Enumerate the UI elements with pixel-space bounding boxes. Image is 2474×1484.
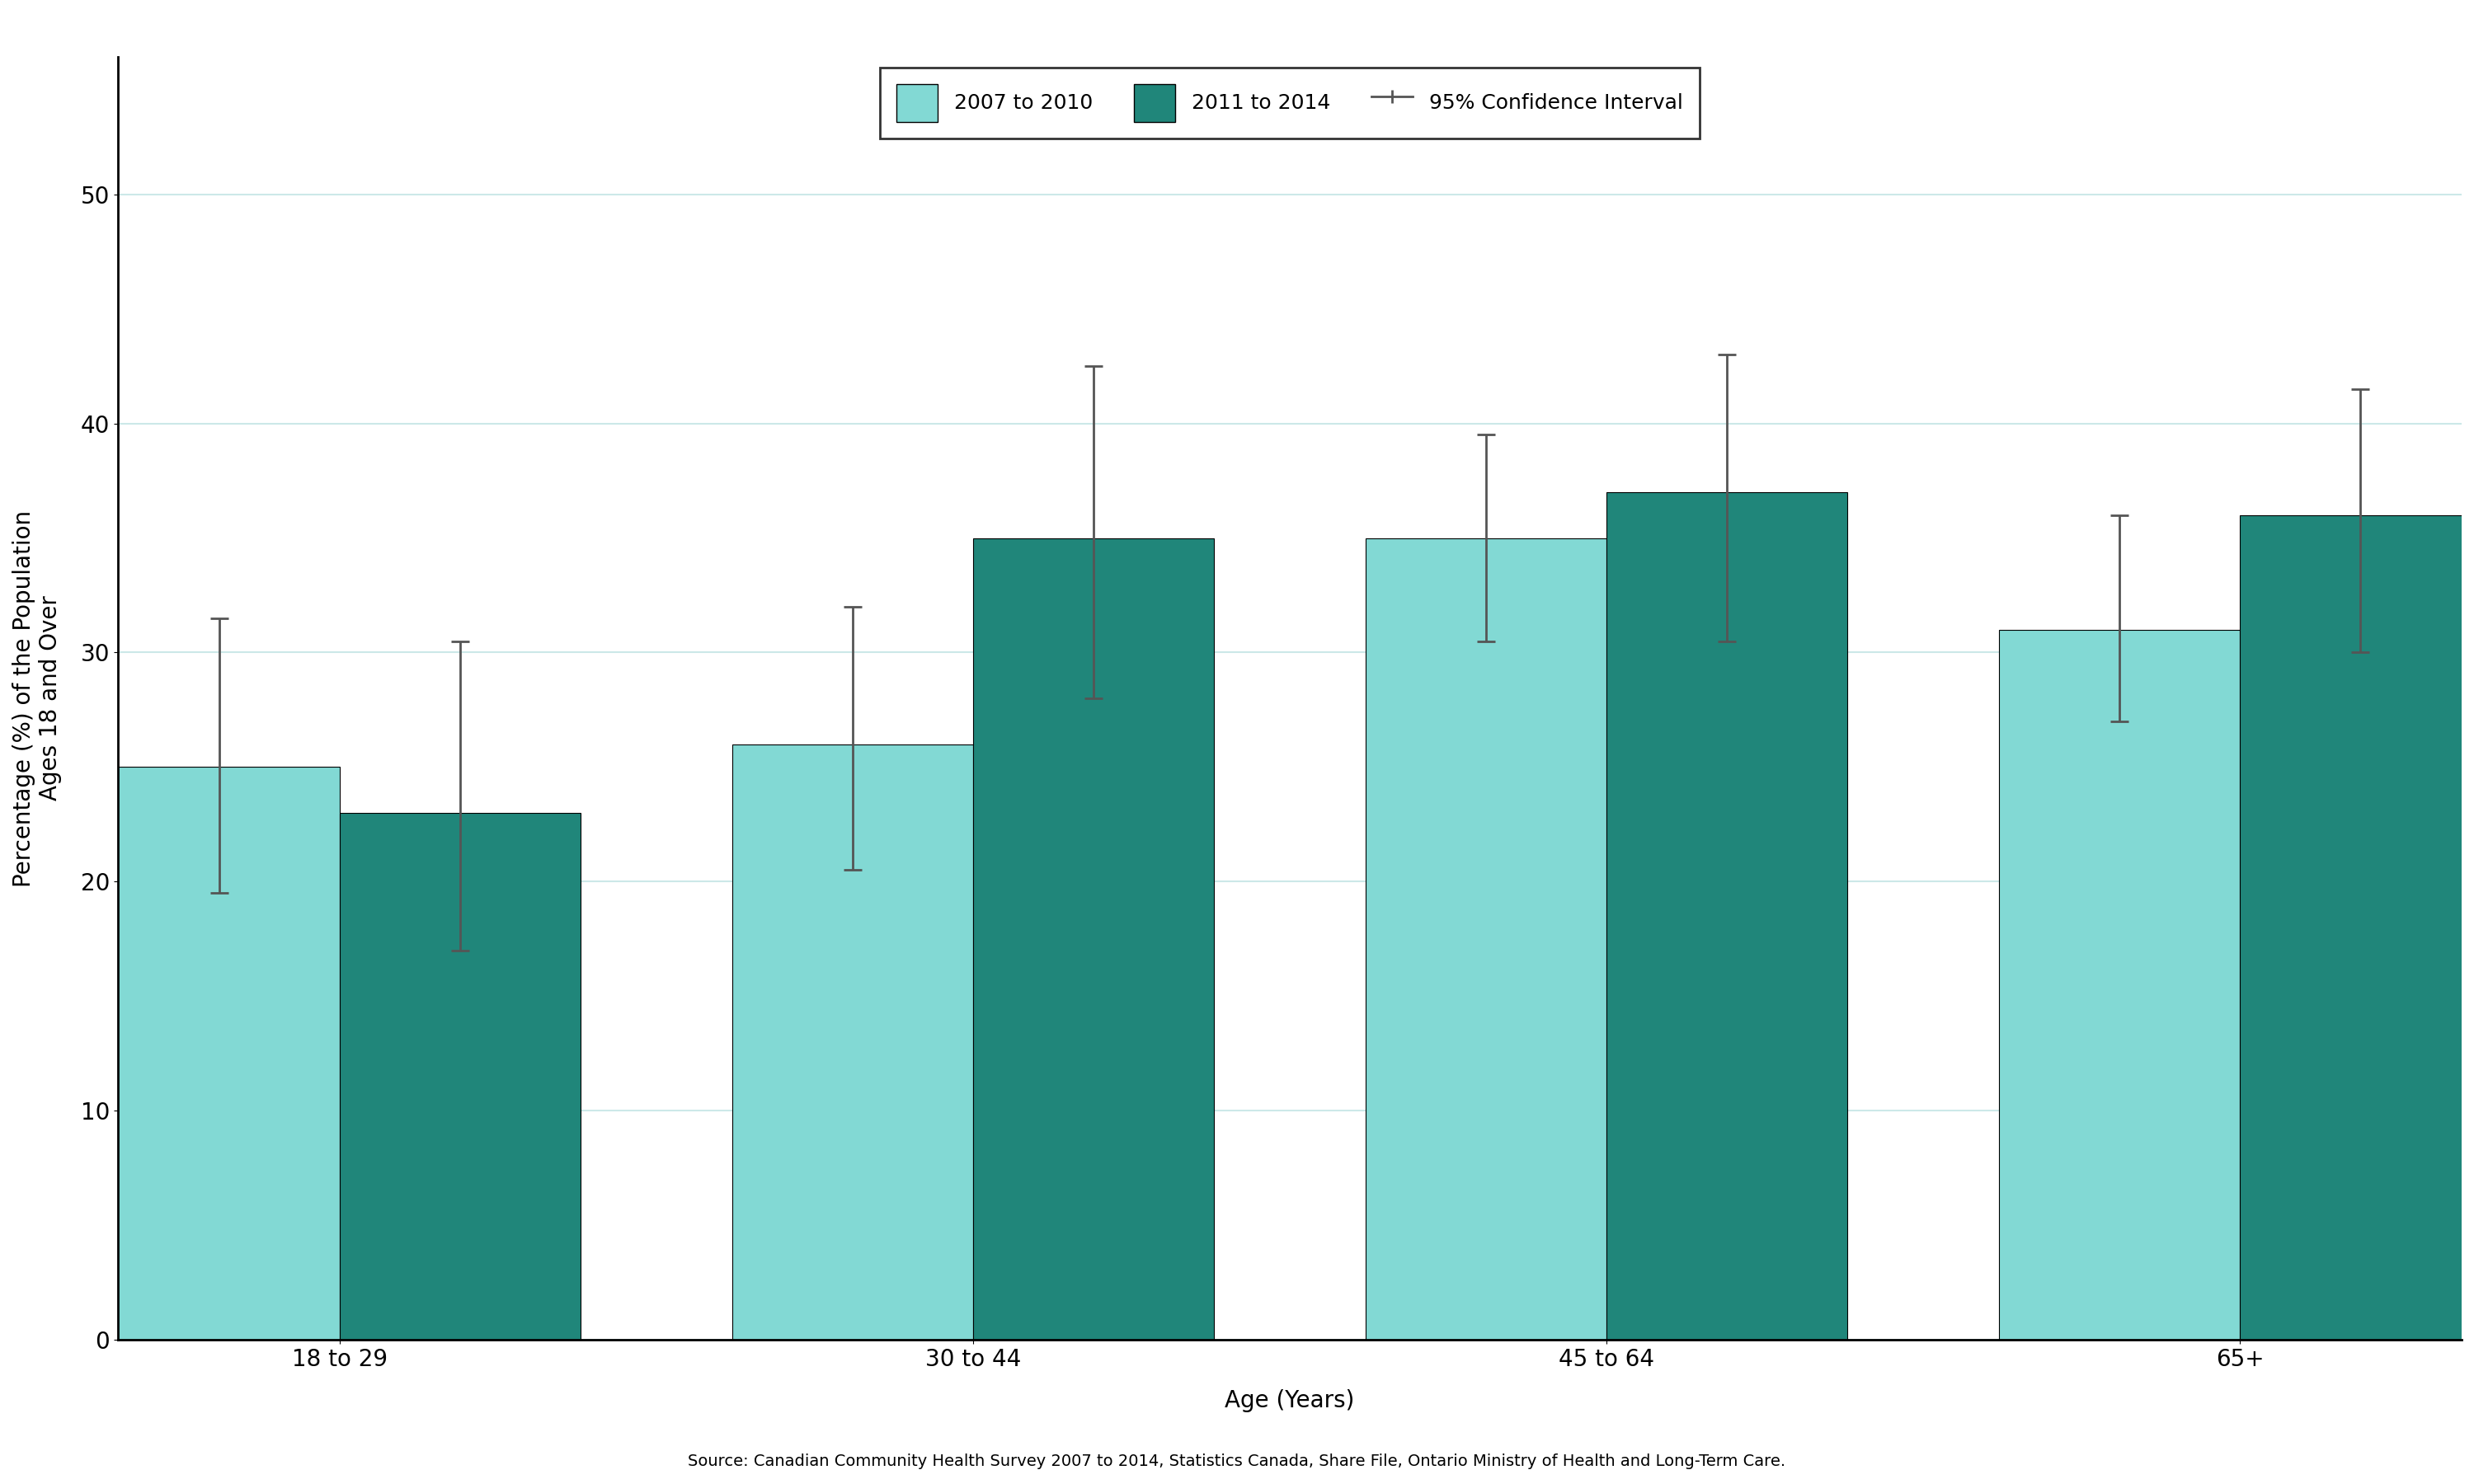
Legend: 2007 to 2010, 2011 to 2014, 95% Confidence Interval: 2007 to 2010, 2011 to 2014, 95% Confiden… (881, 67, 1700, 138)
Y-axis label: Percentage (%) of the Population
Ages 18 and Over: Percentage (%) of the Population Ages 18… (12, 510, 62, 887)
X-axis label: Age (Years): Age (Years) (1225, 1389, 1356, 1413)
Bar (732, 743, 972, 1340)
Bar (1999, 629, 2239, 1340)
Bar (99, 767, 339, 1340)
Bar (2239, 515, 2474, 1340)
Bar (972, 539, 1215, 1340)
Bar (339, 813, 581, 1340)
Bar (1606, 493, 1848, 1340)
Bar (1366, 539, 1606, 1340)
Text: Source: Canadian Community Health Survey 2007 to 2014, Statistics Canada, Share : Source: Canadian Community Health Survey… (688, 1453, 1786, 1469)
